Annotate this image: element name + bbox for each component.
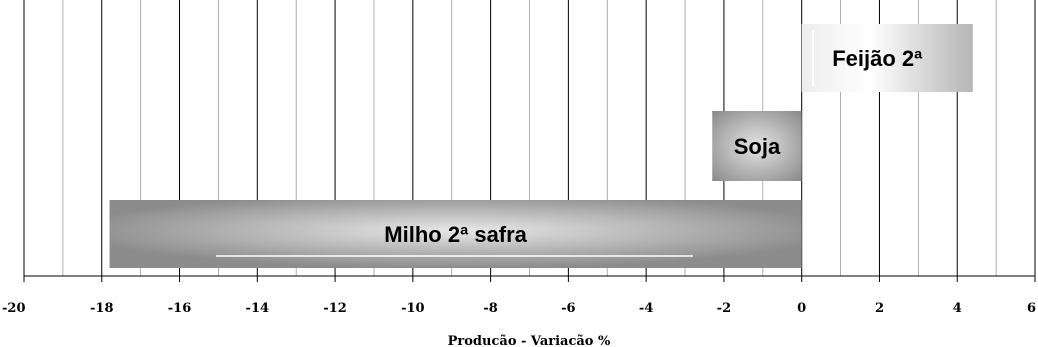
x-tick-label: -14 [246,301,270,316]
bar-feijao-label: Feijão 2ª [832,46,923,71]
x-tick-label: 4 [953,301,962,316]
x-tick-label: -16 [168,301,192,316]
x-tick-label: -8 [483,301,497,316]
x-tick-label: -10 [401,301,425,316]
x-tick-label: -20 [2,301,26,316]
bar-soja-label: Soja [734,134,781,159]
x-tick-label: -2 [717,301,731,316]
x-tick-label: -4 [639,301,653,316]
bars: Feijão 2ª Soja Milho 2ª safra [109,24,973,268]
x-tick-label: -18 [90,301,114,316]
bar-feijao [801,24,973,92]
x-tick-label: -6 [561,301,575,316]
x-tick-label: 0 [797,301,806,316]
x-tick-label: 2 [875,301,884,316]
x-axis-ticks: -20 -18 -16 -14 -12 -10 -8 -6 -4 -2 0 2 4 6 [2,276,1036,316]
x-axis-title: Producão - Variacão % [448,334,611,347]
bar-soja [712,111,802,181]
x-tick-label: 6 [1027,301,1036,316]
x-tick-label: -12 [323,301,347,316]
bar-milho-label: Milho 2ª safra [384,222,527,247]
